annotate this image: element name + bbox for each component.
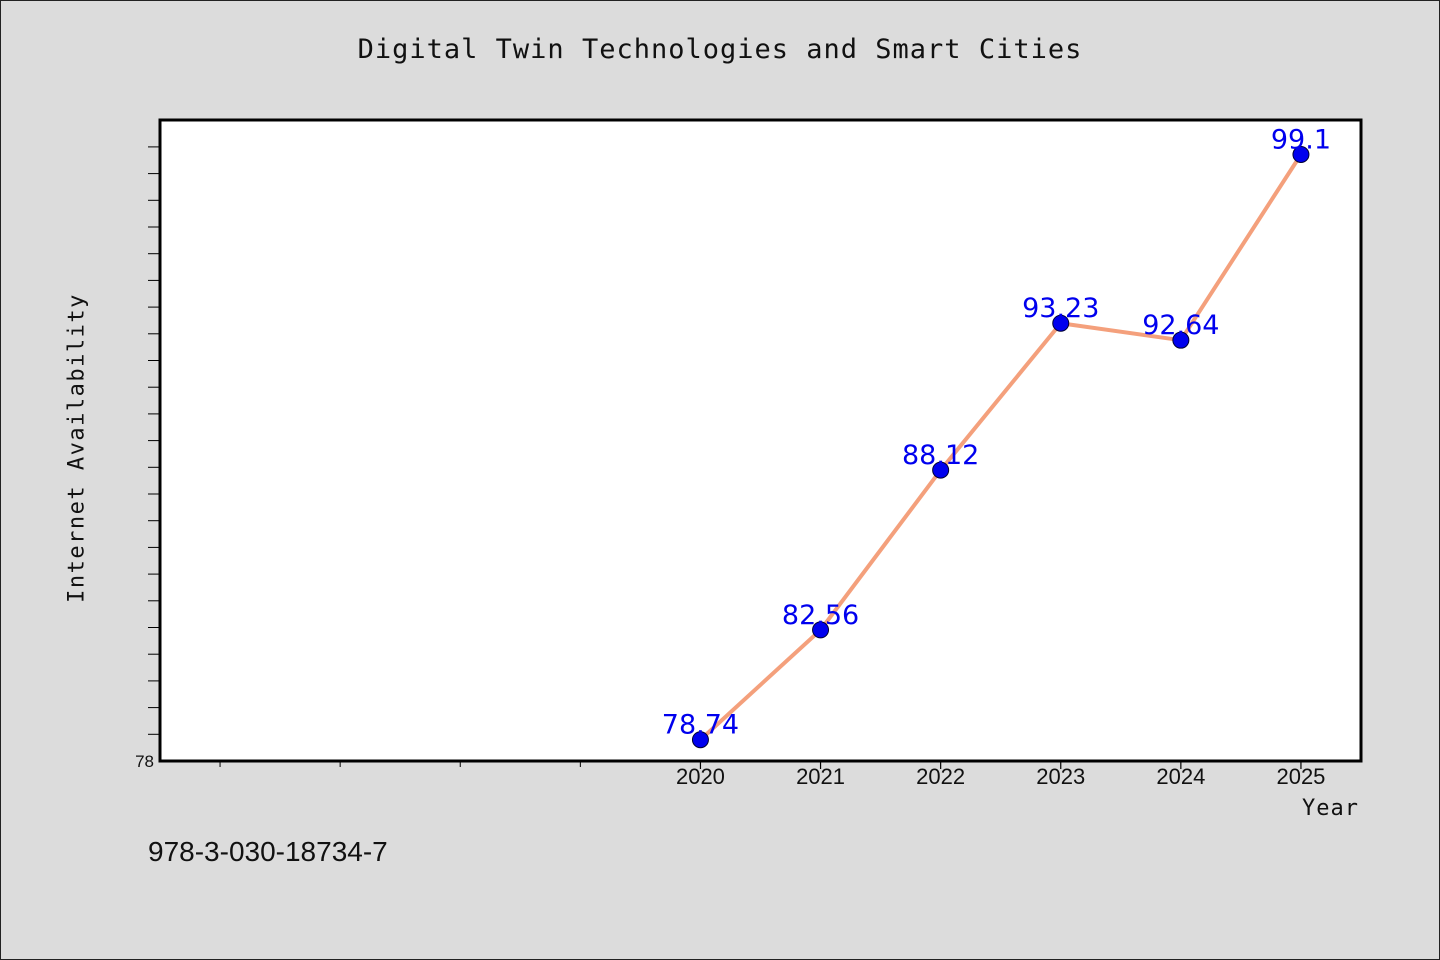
y-axis-ticks: 78 (135, 752, 154, 771)
data-label: 92.64 (1142, 310, 1219, 341)
data-point (691, 731, 709, 749)
data-label: 82.56 (782, 600, 859, 631)
x-tick-label: 2025 (1276, 764, 1325, 789)
data-point (812, 621, 830, 639)
y-minor-ticks (148, 146, 160, 735)
y-axis-label: Internet Availability (64, 293, 90, 603)
data-point (1172, 331, 1190, 349)
isbn-footer: 978-3-030-18734-7 (148, 836, 388, 867)
y-tick-label: 78 (135, 752, 154, 771)
x-axis-label: Year (1302, 796, 1359, 821)
data-point (932, 461, 950, 479)
data-point (1052, 314, 1070, 332)
chart-title: Digital Twin Technologies and Smart Citi… (357, 34, 1083, 65)
x-tick-label: 2022 (916, 764, 965, 789)
series-group: 78.74 82.56 88.12 93.23 92.64 99.1 (662, 124, 1331, 749)
data-point (1292, 145, 1310, 163)
x-minor-ticks (219, 761, 581, 767)
x-tick-label: 2023 (1036, 764, 1085, 789)
x-tick-label: 2024 (1156, 764, 1205, 789)
x-axis-ticks: 2020 2021 2022 2023 2024 2025 (676, 761, 1325, 789)
series-line (698, 152, 1303, 742)
x-tick-label: 2021 (796, 764, 845, 789)
data-label: 78.74 (662, 710, 739, 741)
x-tick-label: 2020 (676, 764, 725, 789)
data-label: 99.1 (1271, 124, 1331, 155)
data-label: 88.12 (902, 440, 979, 471)
data-label: 93.23 (1022, 293, 1099, 324)
plot-area (158, 118, 1363, 763)
